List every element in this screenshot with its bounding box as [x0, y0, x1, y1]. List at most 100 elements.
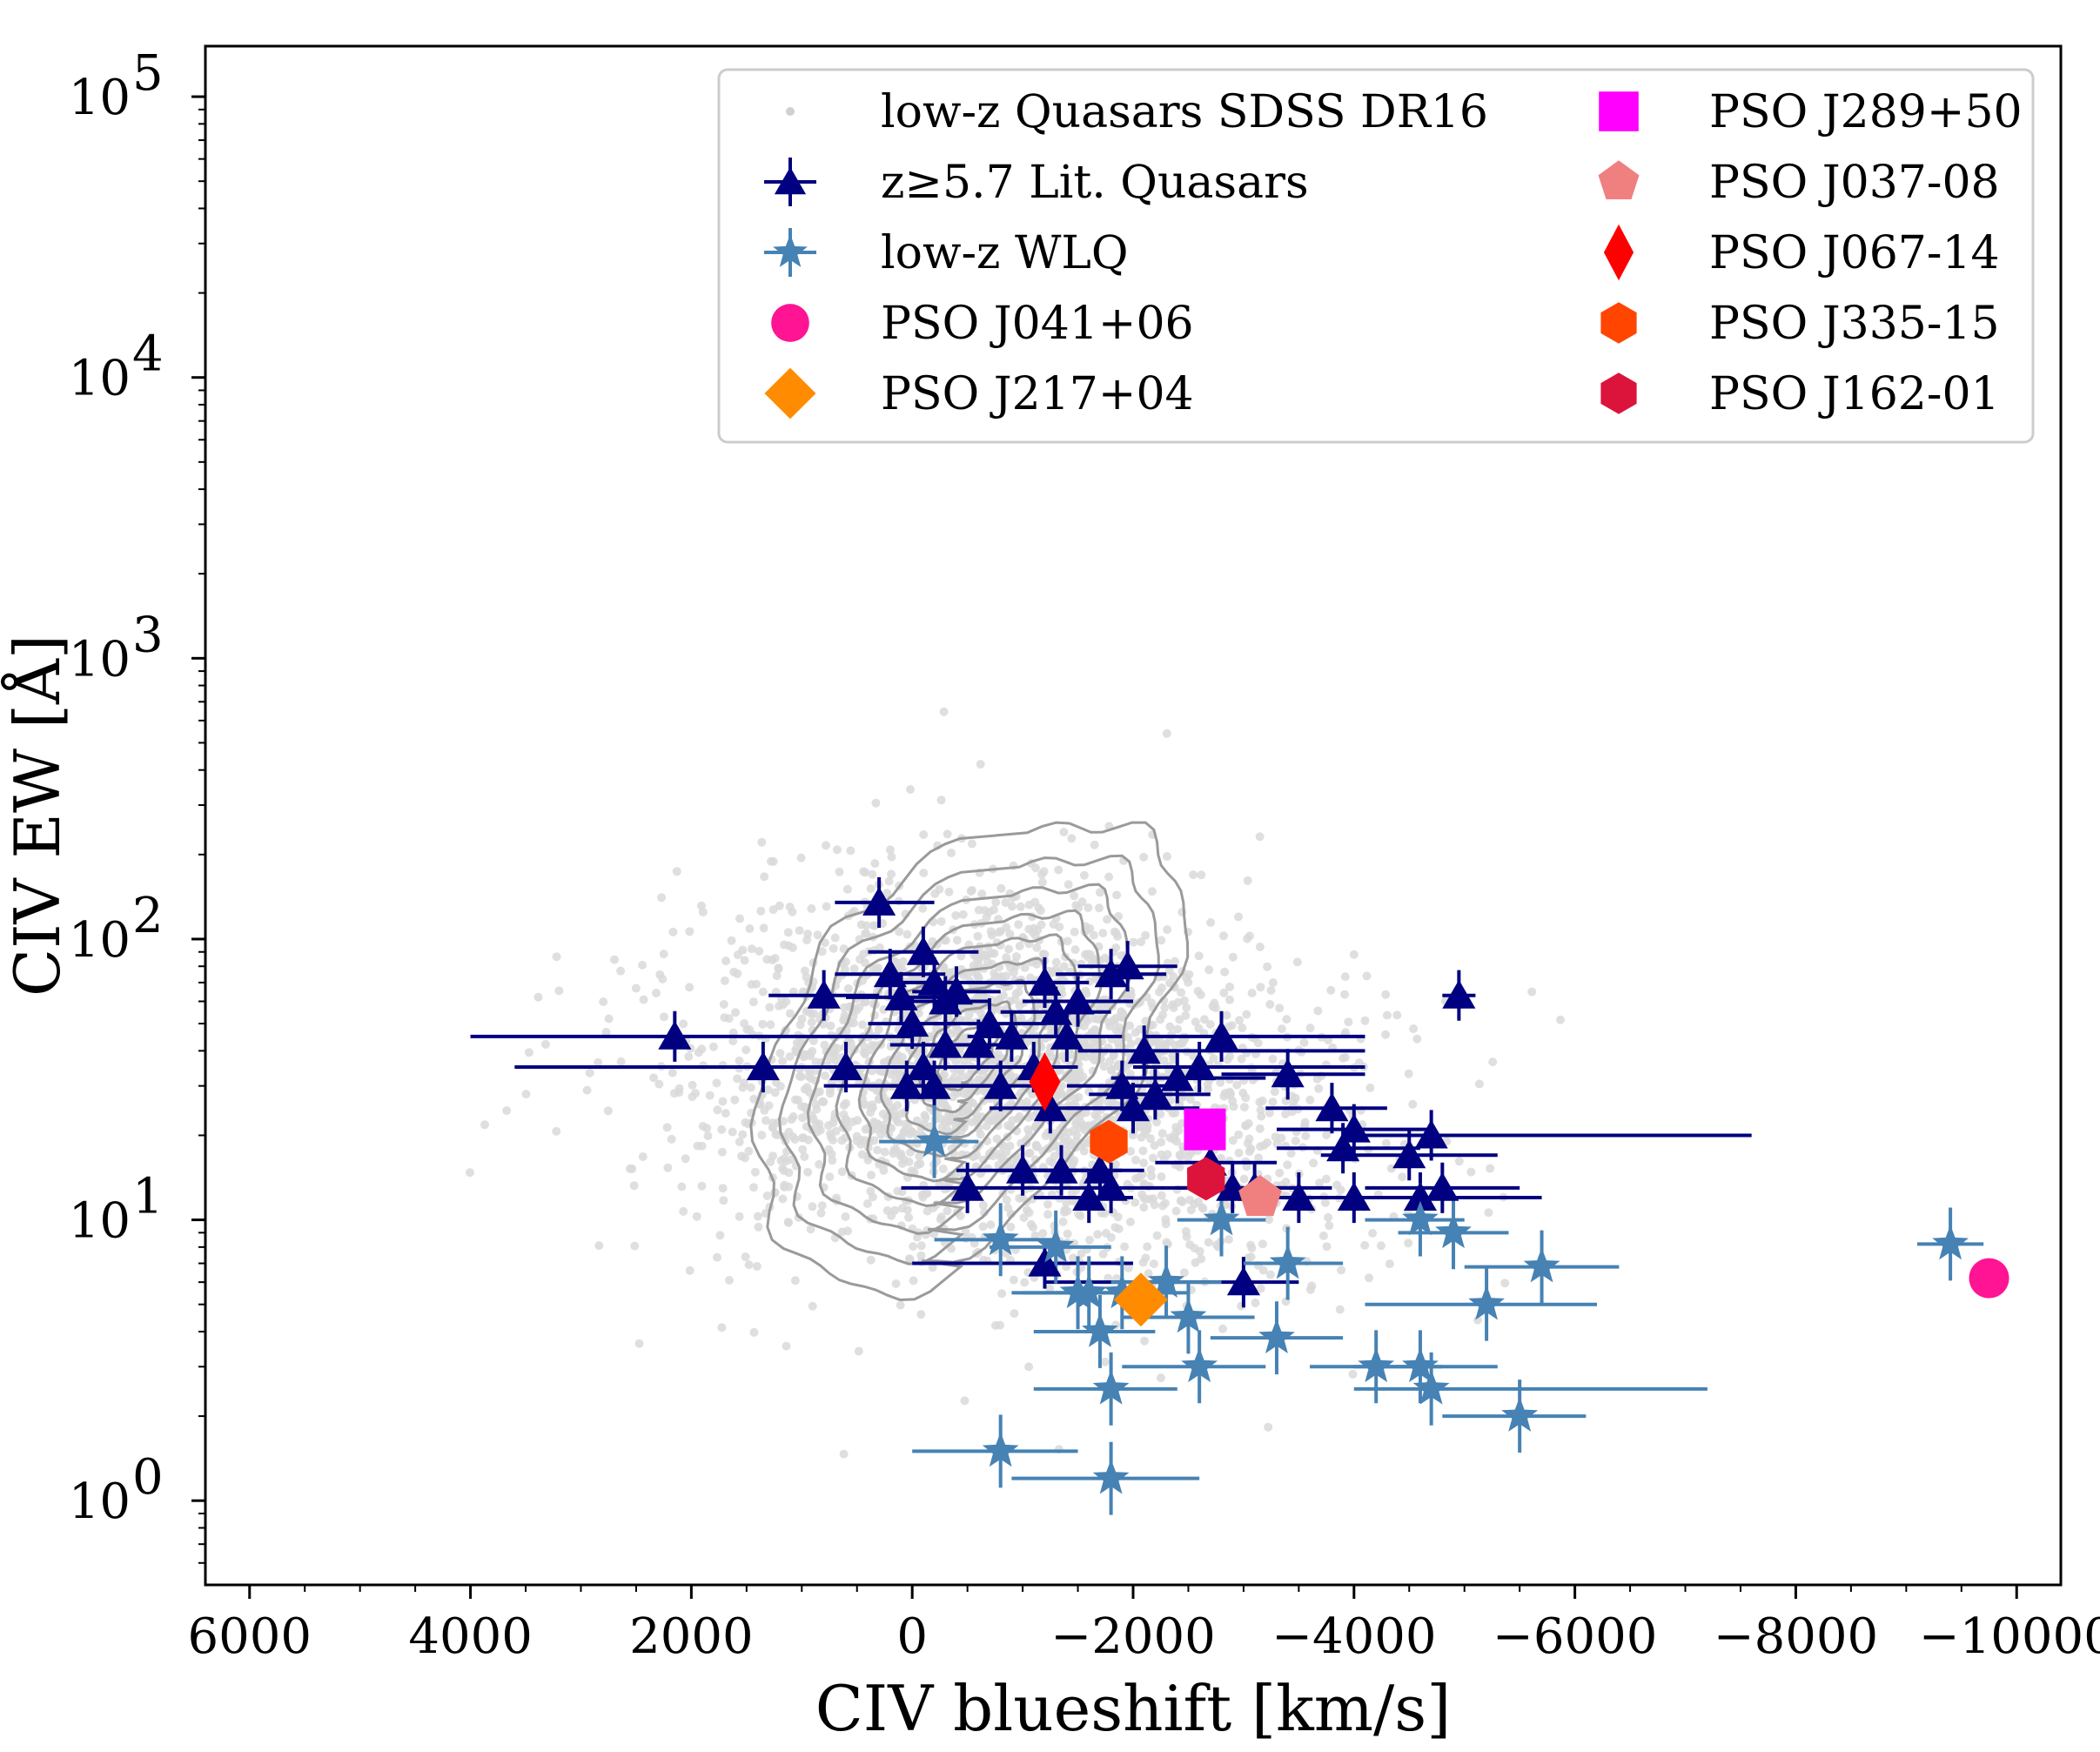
- background-point: [897, 1052, 907, 1062]
- background-point: [1108, 1098, 1117, 1108]
- background-point: [1281, 1178, 1291, 1187]
- x-tick-label: −4000: [1271, 1608, 1436, 1665]
- data-point-triangle: [1337, 1113, 1371, 1143]
- background-point: [1106, 1065, 1116, 1075]
- background-point: [735, 1056, 744, 1065]
- background-point: [1272, 1139, 1282, 1149]
- background-point: [552, 1126, 561, 1136]
- background-point: [1014, 920, 1023, 930]
- background-point: [1229, 1102, 1238, 1111]
- data-point-star: [1092, 1459, 1130, 1494]
- legend-marker: [1598, 160, 1640, 199]
- background-point: [1156, 1015, 1165, 1024]
- background-point: [1111, 943, 1121, 952]
- background-point: [1263, 1138, 1272, 1147]
- background-point: [813, 930, 822, 940]
- background-point: [658, 974, 668, 983]
- background-point: [1156, 1110, 1165, 1119]
- background-point: [466, 1168, 474, 1178]
- background-point: [770, 1088, 780, 1098]
- background-point: [1313, 1006, 1323, 1016]
- background-point: [758, 1019, 768, 1029]
- legend-label: PSO J162-01: [1709, 368, 2000, 420]
- y-tick-label: 10: [69, 70, 131, 126]
- background-point: [972, 1111, 982, 1120]
- background-point: [1268, 978, 1278, 987]
- background-point: [969, 961, 978, 970]
- background-point: [1292, 957, 1302, 967]
- data-point-triangle: [1006, 1154, 1040, 1184]
- background-point: [762, 1191, 772, 1200]
- background-point: [763, 1085, 773, 1094]
- background-point: [790, 1135, 800, 1145]
- background-point: [1326, 985, 1336, 995]
- background-point: [868, 869, 877, 879]
- background-point: [1144, 1269, 1153, 1279]
- legend-label: PSO J217+04: [881, 368, 1194, 420]
- background-point: [1109, 1051, 1118, 1061]
- background-point: [733, 950, 742, 960]
- background-point: [825, 1172, 835, 1182]
- background-point: [1085, 1235, 1094, 1245]
- background-point: [1241, 1121, 1251, 1131]
- background-point: [784, 1127, 794, 1137]
- legend-label: PSO J037-08: [1709, 157, 2000, 209]
- background-point: [986, 1220, 996, 1230]
- background-point: [802, 972, 811, 982]
- background-point: [533, 992, 543, 1002]
- background-point: [718, 1184, 728, 1193]
- background-point: [1299, 1037, 1309, 1047]
- background-point: [928, 1263, 937, 1272]
- background-point: [552, 952, 561, 962]
- background-point: [677, 1182, 687, 1191]
- background-point: [705, 1091, 715, 1100]
- background-point: [1009, 1275, 1018, 1285]
- data-point-triangle: [983, 1070, 1017, 1099]
- background-point: [839, 1003, 849, 1012]
- background-point: [1179, 1268, 1189, 1278]
- data-point-star: [1258, 1319, 1295, 1353]
- background-point: [1255, 1124, 1265, 1133]
- background-point: [728, 1037, 738, 1046]
- background-point: [1090, 840, 1099, 849]
- y-tick-exponent: 1: [132, 1169, 164, 1225]
- background-point: [866, 1255, 876, 1265]
- background-point: [1093, 1015, 1103, 1024]
- background-point: [1069, 1253, 1078, 1263]
- background-point: [1177, 1196, 1186, 1205]
- background-point: [869, 921, 878, 930]
- background-point: [657, 893, 667, 903]
- background-point: [694, 1048, 703, 1057]
- background-point: [1075, 1123, 1084, 1132]
- background-point: [1005, 930, 1015, 939]
- background-point: [1110, 1159, 1120, 1169]
- background-point: [936, 795, 946, 805]
- background-point: [869, 1136, 879, 1145]
- data-point-triangle: [906, 936, 940, 965]
- background-point: [889, 1107, 898, 1116]
- background-point: [1145, 1194, 1155, 1204]
- background-point: [1376, 1241, 1385, 1251]
- background-point: [1300, 1118, 1310, 1127]
- background-point: [974, 992, 983, 1002]
- background-point: [803, 930, 813, 939]
- background-point: [797, 1102, 807, 1111]
- legend: low-z Quasars SDSS DR16 z≥5.7 Lit. Quasar…: [717, 68, 2035, 444]
- background-point: [1258, 1265, 1268, 1275]
- background-point: [904, 1212, 914, 1222]
- background-point: [1340, 972, 1350, 982]
- background-point: [800, 1152, 809, 1161]
- background-point: [1251, 1299, 1260, 1307]
- background-point: [1139, 1203, 1149, 1212]
- background-point: [744, 1146, 754, 1156]
- background-point: [1074, 1209, 1084, 1218]
- background-point: [480, 1120, 489, 1130]
- legend-marker: [774, 166, 807, 195]
- background-point: [1100, 1357, 1110, 1366]
- background-point: [1140, 1336, 1149, 1346]
- background-point: [842, 884, 852, 894]
- background-point: [862, 921, 871, 930]
- background-point: [1152, 1231, 1162, 1240]
- background-point: [1079, 1146, 1089, 1156]
